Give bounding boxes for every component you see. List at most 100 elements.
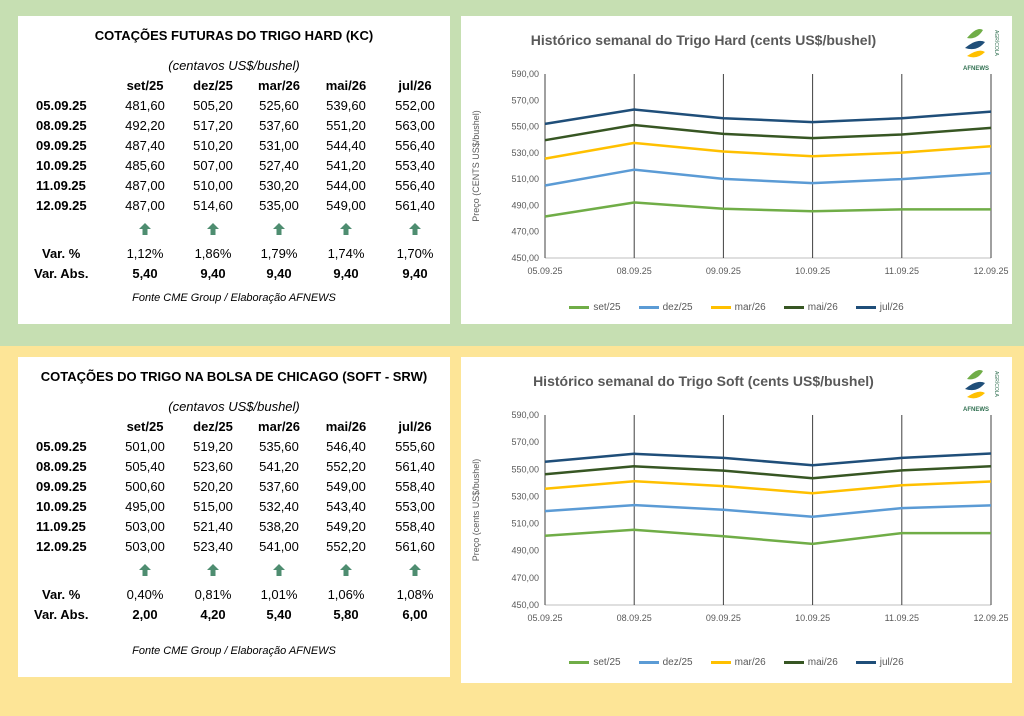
var-abs-cell: 9,40 bbox=[333, 266, 359, 281]
soft-wheat-table-panel: COTAÇÕES DO TRIGO NA BOLSA DE CHICAGO (S… bbox=[18, 357, 450, 677]
price-cell: 519,20 bbox=[193, 439, 233, 454]
row-date: 11.09.25 bbox=[36, 178, 86, 193]
price-cell: 556,40 bbox=[395, 138, 435, 153]
column-header: jul/26 bbox=[398, 419, 432, 434]
legend-label: mai/26 bbox=[807, 302, 838, 313]
var-abs-cell: 9,40 bbox=[200, 266, 226, 281]
column-header: jul/26 bbox=[398, 78, 432, 93]
up-arrow-icon bbox=[340, 564, 352, 576]
row-date: 09.09.25 bbox=[36, 479, 87, 494]
legend-swatch bbox=[710, 661, 731, 664]
y-tick-label: 590,00 bbox=[511, 69, 539, 79]
legend-swatch bbox=[855, 306, 876, 309]
price-cell: 558,40 bbox=[395, 479, 435, 494]
price-cell: 525,60 bbox=[259, 98, 299, 113]
legend-label: dez/25 bbox=[662, 657, 693, 668]
up-arrow-icon bbox=[139, 564, 151, 576]
legend-label: jul/26 bbox=[879, 302, 904, 313]
var-abs-cell: 6,00 bbox=[402, 607, 428, 622]
column-header: mar/26 bbox=[258, 78, 300, 93]
var-pct-cell: 1,70% bbox=[396, 246, 434, 261]
x-tick-label: 10.09.25 bbox=[795, 266, 830, 276]
var-abs-cell: 2,00 bbox=[132, 607, 158, 622]
row-date: 09.09.25 bbox=[36, 138, 87, 153]
soft-wheat-chart-panel: Histórico semanal do Trigo Soft (cents U… bbox=[461, 357, 1012, 683]
legend-item: mai/26 bbox=[783, 302, 838, 313]
price-cell: 532,40 bbox=[259, 499, 299, 514]
price-cell: 561,40 bbox=[395, 198, 435, 213]
price-cell: 549,00 bbox=[326, 479, 366, 494]
price-cell: 549,20 bbox=[326, 519, 366, 534]
up-arrow-icon bbox=[273, 223, 285, 235]
price-cell: 515,00 bbox=[193, 499, 233, 514]
series-line-mar-26 bbox=[544, 479, 992, 495]
legend-label: mai/26 bbox=[807, 657, 838, 668]
y-tick-label: 490,00 bbox=[511, 200, 539, 210]
price-cell: 541,20 bbox=[259, 459, 299, 474]
legend-label: set/25 bbox=[593, 302, 621, 313]
up-arrow-icon bbox=[273, 564, 285, 576]
legend-label: dez/25 bbox=[662, 302, 693, 313]
var-pct-cell: 1,79% bbox=[260, 246, 298, 261]
var-abs-cell: 9,40 bbox=[402, 266, 428, 281]
price-cell: 517,20 bbox=[193, 118, 233, 133]
price-cell: 521,40 bbox=[193, 519, 233, 534]
var-abs-label: Var. Abs. bbox=[34, 607, 89, 622]
table-title: COTAÇÕES FUTURAS DO TRIGO HARD (KC) bbox=[94, 28, 374, 43]
x-tick-label: 08.09.25 bbox=[617, 266, 652, 276]
price-cell: 531,00 bbox=[259, 138, 299, 153]
column-header: mai/26 bbox=[325, 78, 367, 93]
price-cell: 487,00 bbox=[125, 178, 165, 193]
x-tick-label: 11.09.25 bbox=[885, 266, 919, 276]
price-cell: 535,00 bbox=[259, 198, 299, 213]
series-line-set-25 bbox=[544, 201, 991, 218]
price-cell: 501,00 bbox=[125, 439, 165, 454]
legend-swatch bbox=[569, 306, 590, 309]
price-cell: 523,60 bbox=[193, 459, 233, 474]
price-cell: 487,40 bbox=[125, 138, 165, 153]
var-pct-cell: 1,12% bbox=[126, 246, 164, 261]
var-pct-cell: 1,08% bbox=[396, 587, 434, 602]
price-cell: 537,60 bbox=[259, 118, 299, 133]
row-date: 12.09.25 bbox=[36, 539, 87, 554]
y-tick-label: 550,00 bbox=[511, 122, 539, 132]
var-abs-label: Var. Abs. bbox=[34, 266, 89, 281]
legend-swatch bbox=[783, 661, 804, 664]
table-source: Fonte CME Group / Elaboração AFNEWS bbox=[132, 292, 336, 304]
price-cell: 492,20 bbox=[125, 118, 165, 133]
hard-wheat-table-panel: COTAÇÕES FUTURAS DO TRIGO HARD (KC) (cen… bbox=[18, 16, 450, 324]
price-cell: 537,60 bbox=[259, 479, 299, 494]
y-tick-label: 450,00 bbox=[511, 600, 539, 610]
price-cell: 535,60 bbox=[259, 439, 299, 454]
price-cell: 530,20 bbox=[259, 178, 299, 193]
var-pct-label: Var. % bbox=[42, 587, 81, 602]
y-tick-label: 530,00 bbox=[511, 148, 539, 158]
line-chart: 450,00 470,00 490,00 510,00 530,00 550,00 570,… bbox=[471, 69, 1009, 276]
var-abs-cell: 5,40 bbox=[132, 266, 158, 281]
column-header: dez/25 bbox=[193, 78, 233, 93]
column-header: dez/25 bbox=[193, 419, 233, 434]
y-tick-label: 570,00 bbox=[511, 437, 539, 447]
chart-title: Histórico semanal do Trigo Hard (cents U… bbox=[530, 32, 877, 48]
price-cell: 552,00 bbox=[395, 98, 435, 113]
price-cell: 510,00 bbox=[193, 178, 233, 193]
var-pct-cell: 1,74% bbox=[327, 246, 365, 261]
up-arrow-icon bbox=[340, 223, 352, 235]
price-cell: 510,20 bbox=[193, 138, 233, 153]
column-header: mar/26 bbox=[258, 419, 300, 434]
price-cell: 541,00 bbox=[259, 539, 299, 554]
row-date: 08.09.25 bbox=[36, 459, 87, 474]
price-cell: 523,40 bbox=[193, 539, 233, 554]
y-tick-label: 510,00 bbox=[511, 174, 539, 184]
price-cell: 485,60 bbox=[125, 158, 165, 173]
legend-label: set/25 bbox=[593, 657, 621, 668]
series-line-mai-26 bbox=[544, 465, 992, 480]
price-cell: 549,00 bbox=[326, 198, 366, 213]
var-pct-cell: 0,40% bbox=[126, 587, 164, 602]
legend-swatch bbox=[783, 306, 804, 309]
row-date: 05.09.25 bbox=[36, 98, 87, 113]
chart-title: Histórico semanal do Trigo Soft (cents U… bbox=[533, 373, 874, 389]
series-line-dez-25 bbox=[544, 168, 992, 187]
price-cell: 552,20 bbox=[326, 459, 366, 474]
row-date: 12.09.25 bbox=[36, 198, 87, 213]
